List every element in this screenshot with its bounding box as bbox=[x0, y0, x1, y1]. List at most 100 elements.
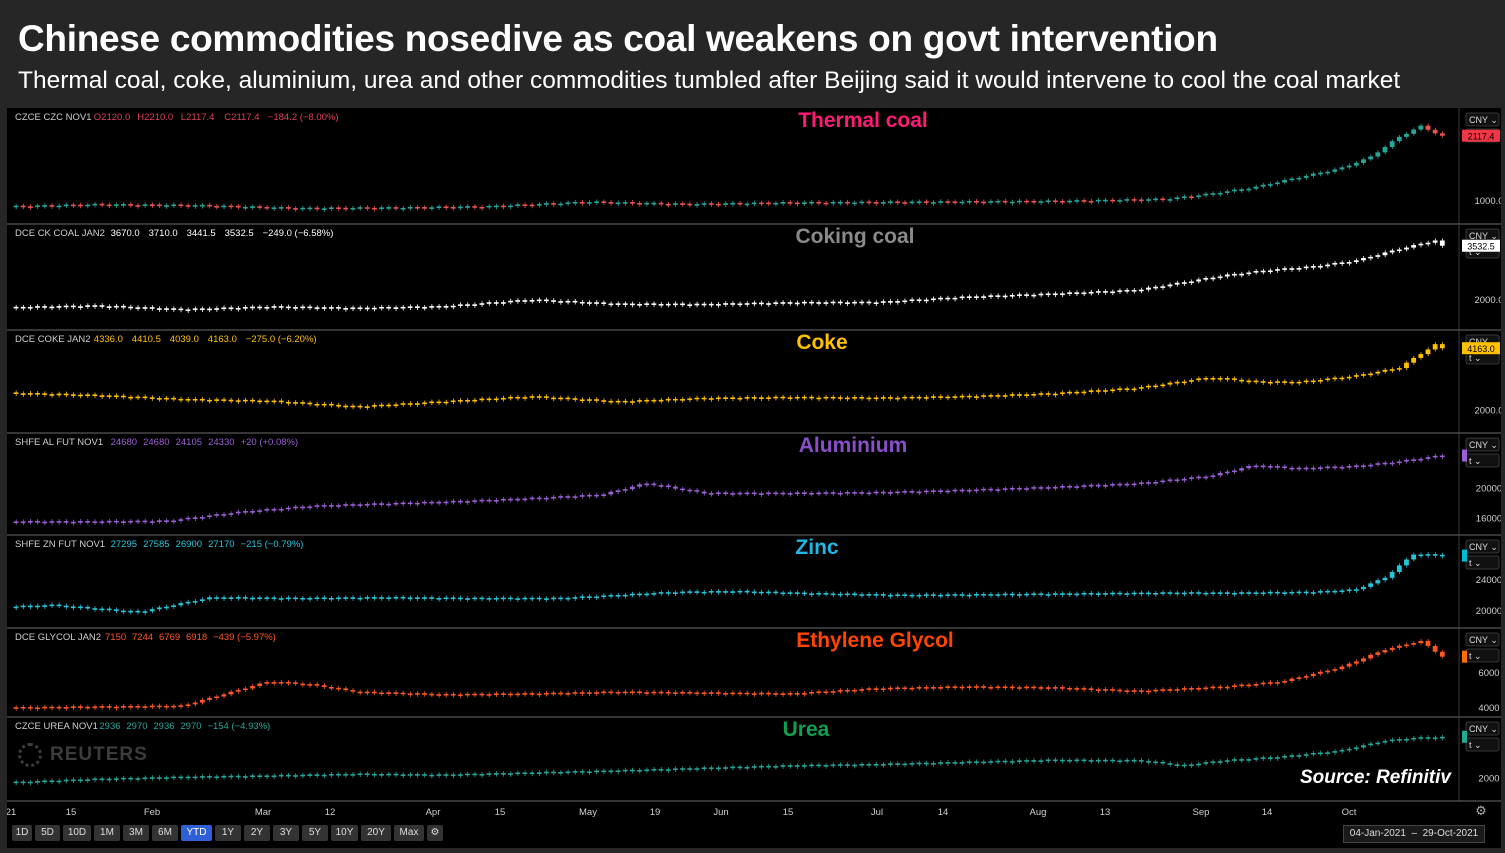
unit-selector[interactable] bbox=[1465, 737, 1500, 752]
coke-pane-title: Coke bbox=[796, 331, 847, 354]
ethylene-glycol-contract-label: DCE GLYCOL JAN2 bbox=[15, 632, 101, 643]
x-tick-label: 13 bbox=[1100, 807, 1111, 818]
currency-selector[interactable] bbox=[1465, 721, 1500, 736]
currency-label: CNY ⌄ bbox=[1469, 115, 1498, 125]
aluminium-last-price-tag bbox=[1462, 449, 1467, 462]
thermal-coal-last-price-tag bbox=[1462, 129, 1500, 142]
x-tick-label: Feb bbox=[144, 807, 160, 818]
range-button-20y[interactable]: 20Y bbox=[361, 825, 391, 841]
ethylene-glycol-ytick-label: 4000 bbox=[1478, 703, 1499, 714]
unit-label: t ⌄ bbox=[1469, 353, 1482, 363]
urea-low-value: 2936 bbox=[153, 721, 174, 732]
zinc-low-value: 26900 bbox=[176, 539, 202, 550]
thermal-coal-last-price-label: 2117.4 bbox=[1468, 132, 1495, 142]
zinc-ytick-label: 20000 bbox=[1476, 606, 1501, 617]
zinc-price-series[interactable] bbox=[13, 552, 1445, 615]
coke-last-price-tag bbox=[1462, 342, 1500, 355]
thermal-coal-ytick-label: 1000.0 bbox=[1474, 196, 1501, 207]
range-button-10d[interactable]: 10D bbox=[63, 825, 91, 841]
range-button-5y[interactable]: 5Y bbox=[302, 825, 328, 841]
thermal-coal-price-series[interactable] bbox=[13, 123, 1445, 212]
coking-coal-last-price-tag bbox=[1462, 239, 1500, 252]
range-button-1y[interactable]: 1Y bbox=[215, 825, 241, 841]
x-tick-label: 15 bbox=[783, 807, 794, 818]
coking-coal-high-value: 3710.0 bbox=[149, 228, 178, 239]
coking-coal-close-value: 3532.5 bbox=[225, 228, 254, 239]
range-button-3m[interactable]: 3M bbox=[123, 825, 149, 841]
range-button-2y[interactable]: 2Y bbox=[244, 825, 270, 841]
currency-selector[interactable] bbox=[1465, 539, 1500, 554]
range-button-ytd[interactable]: YTD bbox=[181, 825, 212, 841]
x-tick-label: 14 bbox=[1262, 807, 1273, 818]
coke-change-value: −275.0 (−6.20%) bbox=[246, 334, 317, 345]
coke-open-value: 4336.0 bbox=[94, 334, 123, 345]
range-button-1m[interactable]: 1M bbox=[94, 825, 120, 841]
aluminium-pane-title: Aluminium bbox=[799, 434, 908, 457]
date-range-end: 29-Oct-2021 bbox=[1422, 828, 1479, 839]
ethylene-glycol-change-value: −439 (−5.97%) bbox=[213, 632, 276, 643]
x-tick-label: Jun bbox=[713, 807, 728, 818]
zinc-close-value: 27170 bbox=[208, 539, 234, 550]
aluminium-contract-label: SHFE AL FUT NOV1 bbox=[15, 437, 103, 448]
urea-change-value: −154 (−4.93%) bbox=[207, 721, 270, 732]
zinc-change-value: −215 (−0.79%) bbox=[241, 539, 304, 550]
aluminium-price-series[interactable] bbox=[13, 453, 1445, 526]
chart-area[interactable]: CZCE CZC NOV1 O2120.0 H2210.0 L2117.4 C2117.… bbox=[6, 108, 1504, 848]
currency-selector[interactable] bbox=[1465, 112, 1500, 127]
aluminium-change-value: +20 (+0.08%) bbox=[241, 437, 299, 448]
ethylene-glycol-low-value: 6769 bbox=[159, 632, 180, 643]
date-range-display[interactable]: 04-Jan-2021 – 29-Oct-2021 bbox=[1343, 825, 1485, 843]
urea-close-value: 2970 bbox=[180, 721, 201, 732]
currency-label: CNY ⌄ bbox=[1469, 542, 1498, 552]
coking-coal-change-value: −249.0 (−6.58%) bbox=[263, 228, 334, 239]
thermal-coal-contract-label: CZCE CZC NOV1 bbox=[15, 112, 92, 123]
urea-high-value: 2970 bbox=[126, 721, 147, 732]
coking-coal-price-series[interactable] bbox=[13, 238, 1445, 314]
currency-label: CNY ⌄ bbox=[1469, 635, 1498, 645]
aluminium-open-value: 24680 bbox=[111, 437, 137, 448]
chart-background bbox=[7, 108, 1501, 848]
range-settings-gear-icon[interactable]: ⚙ bbox=[427, 825, 443, 841]
x-tick-label: 14 bbox=[938, 807, 949, 818]
unit-selector[interactable] bbox=[1465, 555, 1500, 570]
multi-pane-chart[interactable]: CZCE CZC NOV1 O2120.0 H2210.0 L2117.4 C2117.… bbox=[6, 108, 1504, 848]
urea-price-series[interactable] bbox=[13, 734, 1445, 786]
range-button-10y[interactable]: 10Y bbox=[331, 825, 358, 841]
coke-close-value: 4163.0 bbox=[208, 334, 237, 345]
coke-ytick-label: 2000.0 bbox=[1474, 405, 1501, 416]
urea-ytick-label: 2000 bbox=[1478, 774, 1499, 785]
x-tick-label: 12 bbox=[325, 807, 336, 818]
unit-label: t ⌄ bbox=[1469, 558, 1482, 568]
ethylene-glycol-ytick-label: 6000 bbox=[1478, 668, 1499, 679]
thermal-coal-open-value: O2120.0 bbox=[94, 112, 130, 123]
reuters-logo-icon bbox=[18, 743, 42, 767]
range-button-max[interactable]: Max bbox=[394, 825, 424, 841]
currency-label: CNY ⌄ bbox=[1469, 440, 1498, 450]
unit-label: t ⌄ bbox=[1469, 247, 1482, 257]
chart-title: Chinese commodities nosedive as coal wea… bbox=[18, 18, 1218, 59]
coking-coal-last-price-label: 3532.5 bbox=[1467, 242, 1495, 252]
x-tick-label: May bbox=[579, 807, 597, 818]
x-tick-label: 19 bbox=[650, 807, 661, 818]
currency-label: CNY ⌄ bbox=[1469, 231, 1498, 241]
x-tick-label: Jul bbox=[871, 807, 883, 818]
coke-price-series[interactable] bbox=[13, 342, 1445, 410]
currency-label: CNY ⌄ bbox=[1469, 337, 1498, 347]
coke-low-value: 4039.0 bbox=[170, 334, 199, 345]
zinc-ytick-label: 24000 bbox=[1476, 575, 1501, 586]
ethylene-glycol-open-value: 7150 bbox=[105, 632, 126, 643]
range-button-3y[interactable]: 3Y bbox=[273, 825, 299, 841]
thermal-coal-pane-title: Thermal coal bbox=[798, 109, 928, 132]
aluminium-close-value: 24330 bbox=[208, 437, 234, 448]
currency-selector[interactable] bbox=[1465, 632, 1500, 647]
reuters-watermark: REUTERS bbox=[18, 743, 148, 767]
x-tick-label: Sep bbox=[1193, 807, 1210, 818]
currency-selector[interactable] bbox=[1465, 437, 1500, 452]
zinc-contract-label: SHFE ZN FUT NOV1 bbox=[15, 539, 105, 550]
ethylene-glycol-price-series[interactable] bbox=[13, 638, 1445, 712]
range-button-6m[interactable]: 6M bbox=[152, 825, 178, 841]
coking-coal-low-value: 3441.5 bbox=[187, 228, 216, 239]
range-button-1d[interactable]: 1D bbox=[12, 825, 32, 841]
range-button-5d[interactable]: 5D bbox=[35, 825, 60, 841]
ethylene-glycol-pane-title: Ethylene Glycol bbox=[796, 629, 954, 652]
